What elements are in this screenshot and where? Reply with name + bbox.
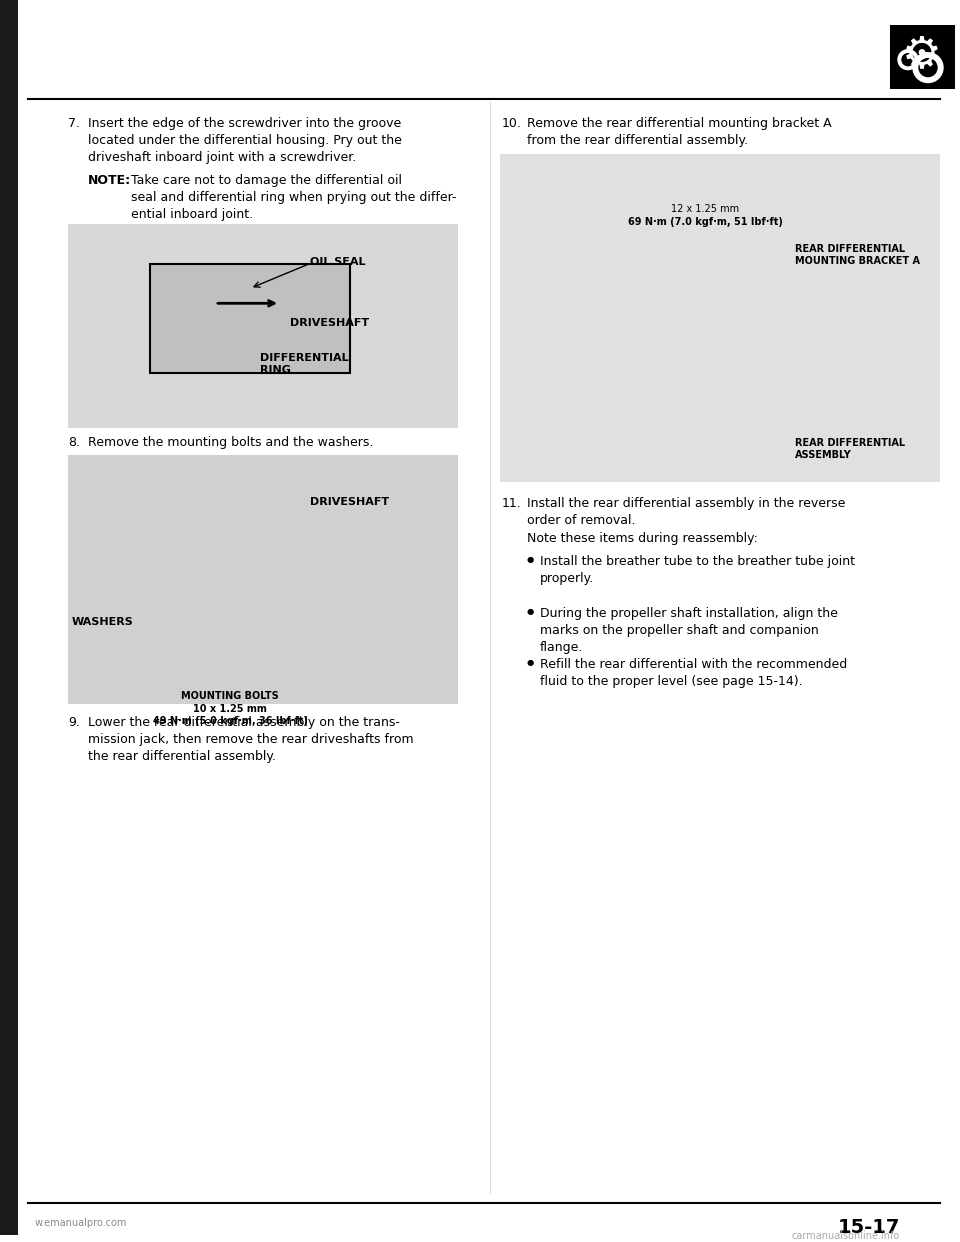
Text: Install the breather tube to the breather tube joint
properly.: Install the breather tube to the breathe… [540,555,855,585]
Text: 7.: 7. [68,117,80,130]
Text: Note these items during reassembly:: Note these items during reassembly: [527,532,757,545]
Text: Remove the rear differential mounting bracket A
from the rear differential assem: Remove the rear differential mounting br… [527,117,831,148]
Text: carmanualsonline.info: carmanualsonline.info [792,1231,900,1241]
Text: Remove the mounting bolts and the washers.: Remove the mounting bolts and the washer… [88,436,373,448]
Circle shape [902,53,914,66]
Text: REAR DIFFERENTIAL
ASSEMBLY: REAR DIFFERENTIAL ASSEMBLY [795,437,905,460]
Text: Lower the rear differential assembly on the trans-
mission jack, then remove the: Lower the rear differential assembly on … [88,715,414,763]
Bar [890,25,955,89]
Text: DIFFERENTIAL
RING: DIFFERENTIAL RING [260,353,348,375]
Text: Refill the rear differential with the recommended
fluid to the proper level (see: Refill the rear differential with the re… [540,658,848,688]
Text: 9.: 9. [68,715,80,729]
Bar [150,263,350,373]
Text: REAR DIFFERENTIAL
MOUNTING BRACKET A: REAR DIFFERENTIAL MOUNTING BRACKET A [795,243,920,266]
Bar [500,154,940,482]
Text: 11.: 11. [502,497,521,510]
Text: During the propeller shaft installation, align the
marks on the propeller shaft : During the propeller shaft installation,… [540,606,838,653]
Circle shape [898,50,918,70]
Text: 69 N·m (7.0 kgf·m, 51 lbf·ft): 69 N·m (7.0 kgf·m, 51 lbf·ft) [628,217,782,227]
Text: ●: ● [527,658,535,667]
Text: DRIVESHAFT: DRIVESHAFT [290,318,370,328]
Text: 15-17: 15-17 [838,1218,900,1237]
Text: Insert the edge of the screwdriver into the groove
located under the differentia: Insert the edge of the screwdriver into … [88,117,402,164]
Bar [0,0,18,1235]
Text: ●: ● [527,606,535,616]
Text: ●: ● [527,555,535,564]
Text: 10.: 10. [502,117,522,130]
Circle shape [919,58,937,77]
Text: OIL SEAL: OIL SEAL [310,257,366,267]
Text: w.emanualpro.com: w.emanualpro.com [35,1218,128,1228]
Text: Take care not to damage the differential oil
seal and differential ring when pry: Take care not to damage the differential… [131,174,457,221]
Text: Install the rear differential assembly in the reverse
order of removal.: Install the rear differential assembly i… [527,497,846,527]
Text: 8.: 8. [68,436,80,448]
Text: 12 x 1.25 mm: 12 x 1.25 mm [671,204,739,214]
Text: NOTE:: NOTE: [88,174,132,188]
Text: MOUNTING BOLTS
10 x 1.25 mm
49 N·m (5.0 kgf·m, 36 lbf·ft): MOUNTING BOLTS 10 x 1.25 mm 49 N·m (5.0 … [153,691,307,725]
Bar [68,456,458,704]
Bar [68,224,458,427]
Text: ⚙: ⚙ [902,34,942,76]
Text: WASHERS: WASHERS [72,616,133,626]
Text: DRIVESHAFT: DRIVESHAFT [310,497,389,507]
Circle shape [913,52,943,82]
